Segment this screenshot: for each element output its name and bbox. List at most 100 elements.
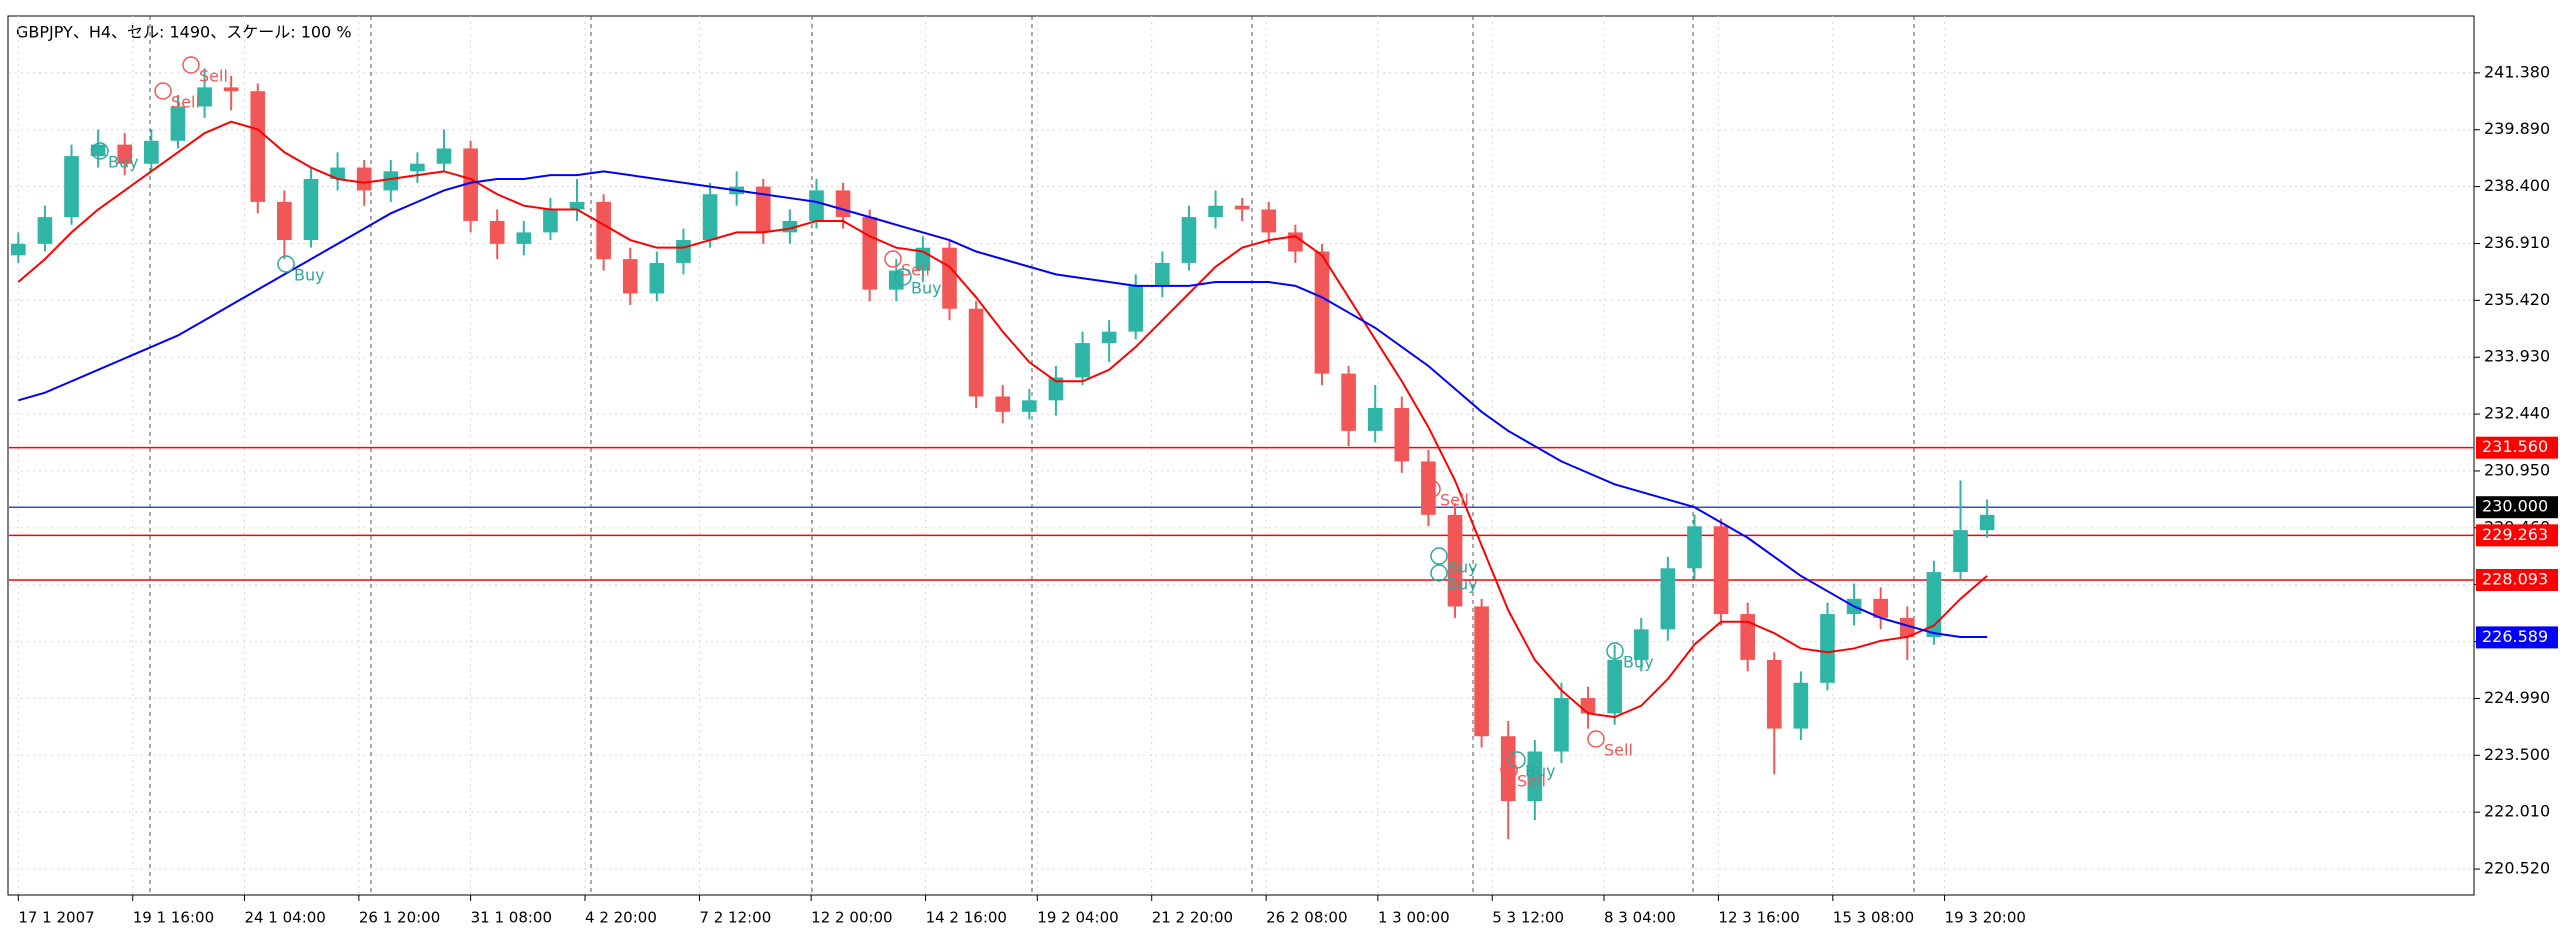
trade-marker	[1423, 480, 1441, 498]
candle-body	[862, 217, 878, 290]
candle-body	[1953, 530, 1968, 573]
candle-body	[809, 190, 824, 221]
y-tick-label: 222.010	[2484, 802, 2550, 821]
candle-body	[436, 148, 452, 164]
moving-average	[17, 120, 1988, 719]
candle-body	[223, 87, 239, 92]
candle-body	[90, 144, 106, 157]
trade-label: Sell	[1440, 491, 1469, 510]
candle-body	[1314, 251, 1330, 374]
candle-body	[1367, 407, 1383, 431]
price-tag	[2476, 626, 2558, 649]
candle-body	[1766, 659, 1782, 729]
candle-body	[942, 247, 957, 309]
candle-body	[489, 220, 505, 244]
chart-title: GBPJPY、H4、セル: 1490、スケール: 100 %	[16, 23, 352, 42]
candle-body	[1607, 659, 1622, 714]
candle-body	[1101, 331, 1117, 344]
price-tag-label: 231.560	[2482, 437, 2548, 456]
trade-label: Sell	[199, 67, 228, 86]
x-tick-label: 24 1 04:00	[244, 909, 325, 927]
price-tag	[2476, 496, 2558, 519]
candle-body	[144, 140, 159, 164]
candle-body	[755, 186, 771, 233]
candle-body	[463, 148, 478, 221]
candle-body	[37, 217, 53, 244]
candle-body	[1793, 682, 1809, 729]
price-tag-label: 226.589	[2482, 627, 2548, 646]
x-tick-label: 26 1 20:00	[359, 909, 440, 927]
candle-body	[1421, 461, 1436, 515]
candle-body	[596, 201, 611, 260]
trade-label: Buy	[1447, 575, 1478, 594]
trade-label: Buy	[294, 266, 325, 285]
candle-body	[383, 171, 399, 191]
x-tick-label: 8 3 04:00	[1604, 909, 1676, 927]
candle-body	[1899, 617, 1915, 637]
candle-body	[1633, 629, 1649, 660]
y-tick-label: 241.380	[2484, 62, 2550, 81]
candle-body	[356, 167, 372, 191]
trade-marker	[1430, 564, 1448, 582]
x-tick-label: 19 1 16:00	[133, 909, 214, 927]
trade-marker	[1500, 761, 1518, 779]
candle-body	[1527, 751, 1543, 802]
x-tick-label: 31 1 08:00	[471, 909, 552, 927]
candle-body	[1660, 568, 1676, 630]
trade-marker	[894, 268, 912, 286]
trade-label: Sell	[901, 261, 930, 280]
trade-marker	[1606, 642, 1624, 660]
candle-body	[11, 243, 26, 256]
candle-body	[197, 87, 212, 107]
price-tag-label: 228.093	[2482, 570, 2548, 589]
candle-body	[1261, 209, 1277, 233]
trade-marker	[182, 56, 200, 74]
price-tag-label: 230.000	[2482, 497, 2548, 516]
candle-body	[995, 396, 1011, 412]
candle-body	[702, 194, 718, 241]
candle-body	[1394, 407, 1410, 462]
trade-label: Buy	[1623, 653, 1654, 672]
trade-label: Buy	[108, 153, 139, 172]
price-tag	[2476, 524, 2558, 547]
candle-body	[330, 167, 345, 179]
candle-body	[968, 308, 984, 397]
candle-body	[1128, 285, 1144, 332]
y-tick-label: 223.500	[2484, 745, 2550, 764]
plot-frame	[7, 15, 2475, 896]
candle-body	[649, 262, 665, 294]
candle-body	[1713, 526, 1729, 615]
candle-body	[1234, 205, 1250, 210]
trade-label: Sell	[1517, 772, 1546, 791]
candle-body	[64, 156, 79, 218]
candle-body	[1979, 514, 1995, 531]
candle-body	[1181, 217, 1197, 263]
candle-body	[250, 91, 266, 202]
trade-marker	[1430, 547, 1448, 565]
candle-body	[277, 201, 292, 241]
candle-body	[782, 220, 798, 233]
price-tag-label: 229.263	[2482, 525, 2548, 544]
candle-body	[1873, 598, 1889, 618]
candle-body	[170, 106, 186, 141]
x-tick-label: 4 2 20:00	[585, 909, 657, 927]
candle-body	[1820, 614, 1835, 683]
trade-label: Buy	[1525, 762, 1556, 781]
candle-body	[410, 163, 425, 172]
y-tick-label: 239.890	[2484, 119, 2550, 138]
y-tick-label: 236.910	[2484, 233, 2550, 252]
trade-marker	[277, 255, 295, 273]
x-tick-label: 26 2 08:00	[1266, 909, 1347, 927]
y-tick-label: 238.400	[2484, 176, 2550, 195]
candle-body	[117, 144, 133, 164]
candle-body	[1022, 400, 1037, 412]
candle-body	[543, 209, 558, 233]
candle-body	[676, 240, 691, 263]
candle-body	[1447, 514, 1463, 607]
y-tick-label: 232.440	[2484, 404, 2550, 423]
x-tick-label: 5 3 12:00	[1492, 909, 1564, 927]
x-tick-label: 19 2 04:00	[1037, 909, 1118, 927]
